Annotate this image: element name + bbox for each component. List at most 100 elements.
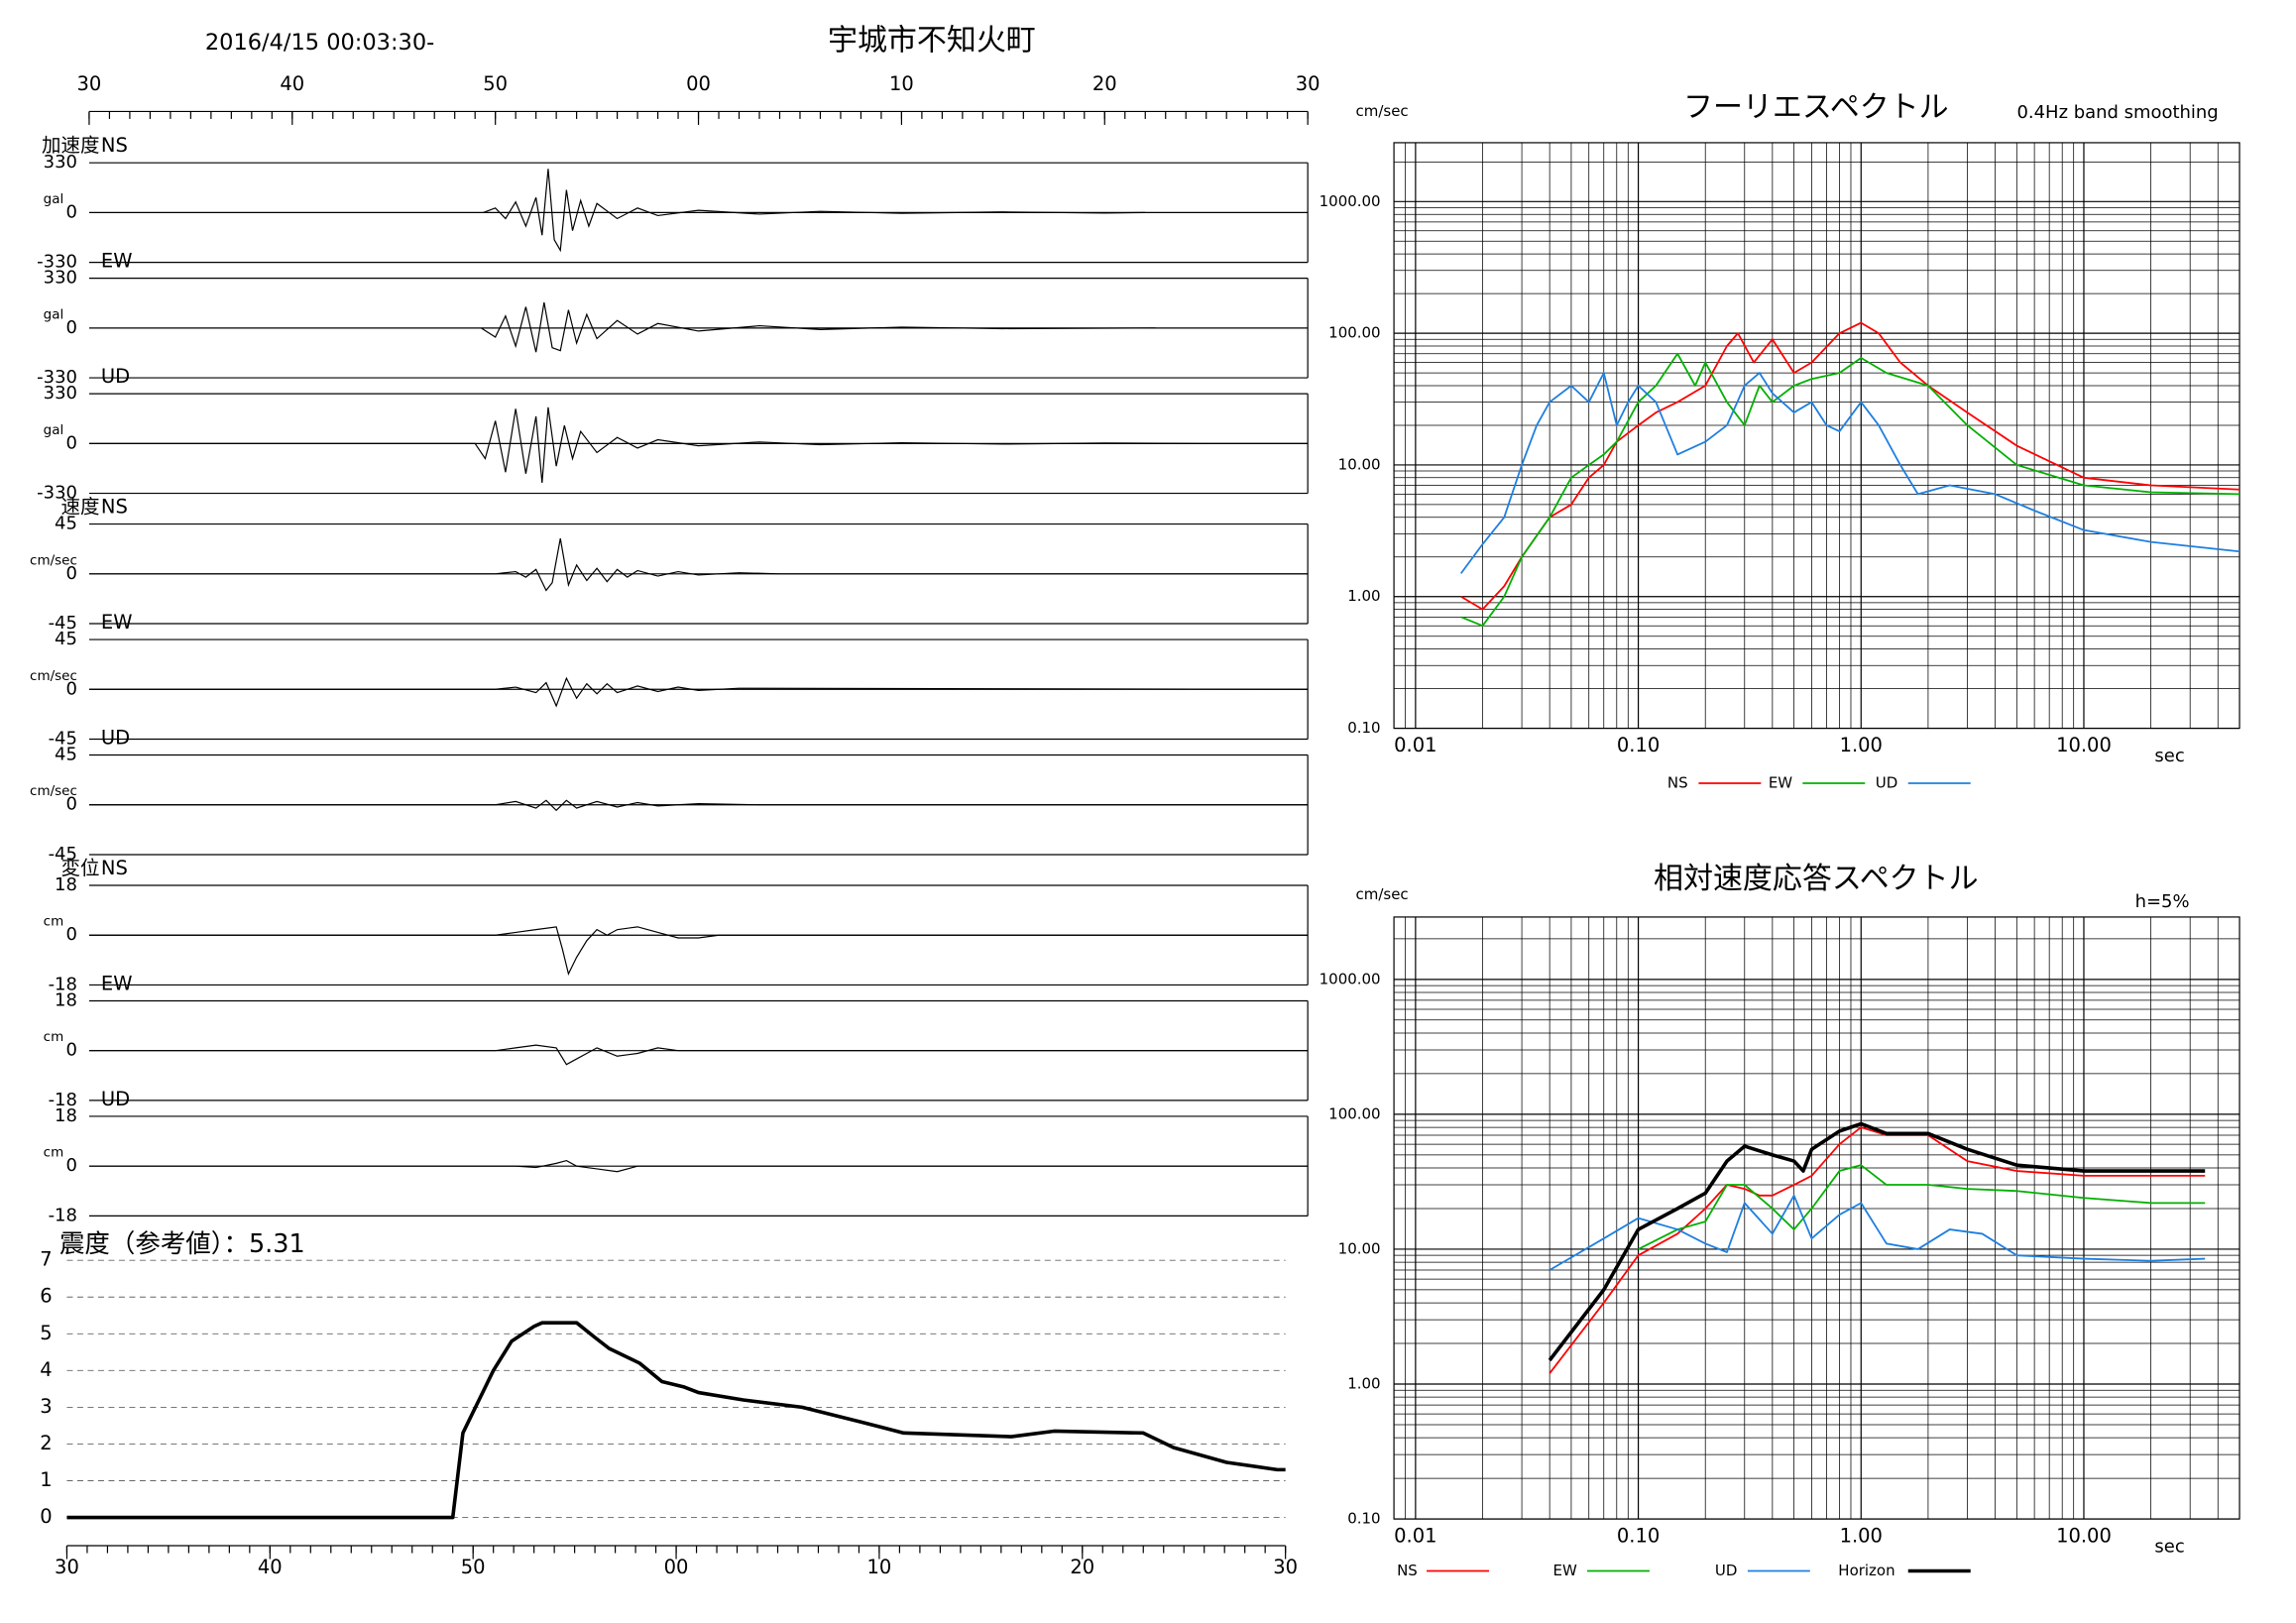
unit-label: cm <box>44 1029 64 1045</box>
spectrum-line <box>1638 1164 2206 1250</box>
y-tick-label: 45 <box>55 514 77 534</box>
y-tick-label: -45 <box>49 613 77 634</box>
y-tick-label: 0 <box>66 432 77 453</box>
y-tick-label: 0 <box>66 317 77 338</box>
x-tick-label: 0.01 <box>1394 1525 1436 1548</box>
legend-label: UD <box>1876 774 1898 792</box>
plot-frame <box>1393 916 2240 1520</box>
y-tick-label: -330 <box>37 483 77 504</box>
waveform-trace <box>88 406 1309 483</box>
x-tick-label: 1.00 <box>1840 734 1883 756</box>
y-tick-label: 1.00 <box>1347 1374 1380 1392</box>
x-tick-label: 50 <box>461 1556 486 1578</box>
unit-label: cm <box>44 1145 64 1161</box>
x-tick-label: 30 <box>1296 72 1320 95</box>
y-tick-label: 3 <box>40 1395 52 1418</box>
unit-label: cm/sec <box>30 668 77 684</box>
waveform-trace <box>88 1044 1309 1066</box>
x-tick-label: 00 <box>664 1556 689 1578</box>
y-axis-unit: cm/sec <box>1356 885 1409 903</box>
legend-label: Horizon <box>1838 1562 1894 1579</box>
unit-label: cm <box>44 914 64 930</box>
x-tick-label: 20 <box>1070 1556 1094 1578</box>
y-tick-label: 18 <box>55 874 77 895</box>
waveform-trace <box>88 799 1309 812</box>
y-tick-label: 330 <box>44 152 77 173</box>
y-tick-label: 0 <box>66 924 77 945</box>
y-tick-label: 45 <box>55 629 77 649</box>
component-label: UD <box>101 727 130 750</box>
y-tick-label: 1.00 <box>1347 587 1380 605</box>
intensity-line <box>66 1321 1286 1520</box>
x-tick-label: 30 <box>55 1556 79 1578</box>
x-tick-label: 50 <box>483 72 508 95</box>
y-tick-label: 10.00 <box>1338 455 1381 473</box>
plot-frame <box>1393 142 2240 730</box>
y-tick-label: 1000.00 <box>1320 970 1381 987</box>
waveform-trace <box>88 926 1309 977</box>
spectrum-line <box>1549 1126 2206 1374</box>
x-tick-label: 40 <box>280 72 304 95</box>
unit-label: gal <box>44 306 64 322</box>
y-tick-label: 18 <box>55 1105 77 1126</box>
y-tick-label: 0 <box>66 201 77 222</box>
y-tick-label: -330 <box>37 367 77 388</box>
y-tick-label: 2 <box>40 1432 52 1454</box>
chart-title: 宇城市不知火町 <box>828 24 1036 58</box>
x-tick-label: 30 <box>77 72 102 95</box>
y-tick-label: 5 <box>40 1322 52 1344</box>
y-tick-label: 0 <box>66 1040 77 1061</box>
chart-subtitle: 0.4Hz band smoothing <box>2016 102 2218 123</box>
legend-label: UD <box>1715 1562 1738 1579</box>
x-tick-label: 0.10 <box>1617 1525 1660 1548</box>
chart-subtitle: h=5% <box>2135 891 2190 912</box>
waveform-trace <box>88 1159 1309 1173</box>
legend-label: EW <box>1552 1562 1576 1579</box>
y-tick-label: -18 <box>49 1090 77 1110</box>
y-tick-label: 10.00 <box>1338 1239 1381 1257</box>
y-tick-label: 7 <box>40 1248 52 1271</box>
unit-label: gal <box>44 422 64 438</box>
group-label: 速度 <box>60 496 99 519</box>
chart-title: 相対速度応答スペクトル <box>1654 862 1979 896</box>
y-tick-label: 0 <box>66 1155 77 1176</box>
component-label: EW <box>101 250 133 273</box>
y-tick-label: 0 <box>66 678 77 699</box>
y-tick-label: 330 <box>44 268 77 289</box>
y-tick-label: 0 <box>66 563 77 584</box>
y-tick-label: -45 <box>49 844 77 865</box>
y-tick-label: 1000.00 <box>1320 192 1381 210</box>
component-label: NS <box>101 134 128 157</box>
y-tick-label: 1 <box>40 1468 52 1491</box>
y-tick-label: 0 <box>66 794 77 815</box>
x-tick-label: 20 <box>1092 72 1117 95</box>
component-label: NS <box>101 857 128 879</box>
y-tick-label: 45 <box>55 745 77 765</box>
spectrum-line <box>1460 352 2240 628</box>
y-tick-label: 6 <box>40 1285 52 1308</box>
y-tick-label: 0 <box>40 1505 52 1528</box>
x-tick-label: 10.00 <box>2056 734 2112 756</box>
y-tick-label: 18 <box>55 989 77 1010</box>
chart-title: フーリエスペクトル <box>1683 90 1949 125</box>
y-tick-label: 0.10 <box>1347 719 1380 737</box>
x-axis-label: sec <box>2154 746 2184 766</box>
y-tick-label: 330 <box>44 383 77 404</box>
x-tick-label: 10 <box>889 72 914 95</box>
unit-label: cm/sec <box>30 783 77 799</box>
y-tick-label: -330 <box>37 252 77 273</box>
legend-label: NS <box>1667 774 1688 792</box>
waveform-trace <box>88 676 1309 708</box>
spectrum-line <box>1460 372 2240 574</box>
x-tick-label: 0.01 <box>1394 734 1436 756</box>
y-tick-label: 100.00 <box>1328 1104 1380 1122</box>
spectrum-line <box>1549 1194 2206 1271</box>
y-axis-unit: cm/sec <box>1356 102 1409 120</box>
component-label: NS <box>101 496 128 519</box>
y-tick-label: -45 <box>49 728 77 749</box>
y-tick-label: 4 <box>40 1358 52 1381</box>
spectrum-line <box>1460 321 2240 611</box>
component-label: EW <box>101 611 133 634</box>
